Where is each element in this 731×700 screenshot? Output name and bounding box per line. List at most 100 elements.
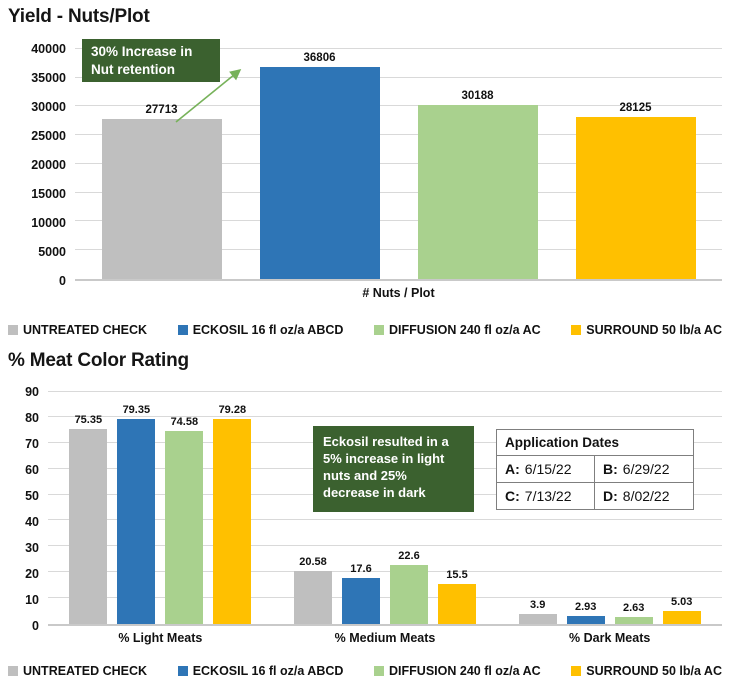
increase-arrow-icon — [175, 68, 242, 123]
bar-value-label: 2.63 — [622, 601, 645, 614]
y-tick-label: 35000 — [31, 70, 66, 85]
chart-plot-area: 0 5000 10000 15000 20000 25000 30000 35000 40000… — [8, 38, 722, 300]
legend-item: ECKOSIL 16 fl oz/a ABCD — [177, 663, 344, 678]
bar-groups: 75.35 79.35 74.58 79.28 % Light Meats 20.58 17… — [48, 392, 722, 645]
legend-label: DIFFUSION 240 fl oz/a AC — [389, 322, 541, 337]
date-key: D: — [603, 487, 618, 504]
bar-value-label: 3.9 — [530, 598, 546, 611]
gridline — [75, 191, 722, 193]
y-tick-label: 30000 — [31, 99, 66, 114]
application-date-b: B: 6/29/22 — [595, 454, 693, 482]
y-tick-label: 0 — [32, 618, 39, 633]
application-dates-title: Application Dates — [505, 434, 620, 450]
bar-groups: 27713 36806 30188 28125 # Nuts / Plot — [75, 49, 722, 300]
bar-value-label: 74.58 — [170, 416, 199, 429]
bar-value-label: 5.03 — [670, 595, 693, 608]
y-tick-label: 40 — [25, 514, 39, 529]
y-tick-label: 50 — [25, 488, 39, 503]
y-axis: 0 10 20 30 40 50 60 70 80 90 — [8, 385, 48, 633]
legend-item: UNTREATED CHECK — [8, 664, 147, 678]
y-axis: 0 5000 10000 15000 20000 25000 30000 35000 40000 — [8, 42, 75, 288]
gridline — [75, 76, 722, 78]
date-value: 6/29/22 — [622, 460, 670, 477]
bar-eckosil-16-fl-oz-a-abcd: 79.35 — [117, 404, 156, 624]
gridline — [48, 545, 722, 547]
bar-untreated-check: 20.58 — [294, 556, 332, 624]
bar-cluster: 20.58 17.6 22.6 15.5 — [273, 392, 498, 624]
gridline — [48, 390, 722, 392]
category-label: # Nuts / Plot — [362, 285, 435, 300]
bar-diffusion-240-fl-oz-a-ac: 22.6 — [390, 550, 428, 624]
bar-surround-50-lb-a-ac: 79.28 — [213, 404, 252, 624]
y-tick-label: 10 — [25, 592, 39, 607]
gridline — [48, 416, 722, 418]
bar-eckosil-16-fl-oz-a-abcd: 36806 — [259, 52, 380, 279]
date-key: A: — [505, 460, 520, 477]
category-label: % Dark Meats — [569, 630, 651, 645]
chart-title: Yield - Nuts/Plot — [8, 6, 150, 27]
gridline — [48, 596, 722, 598]
bar-surround-50-lb-a-ac: 5.03 — [662, 596, 701, 624]
y-tick-label: 20000 — [31, 157, 66, 172]
bar-diffusion-240-fl-oz-a-ac: 30188 — [417, 90, 538, 279]
chart-title: % Meat Color Rating — [8, 349, 189, 371]
gridline — [75, 162, 722, 164]
bar-value-label: 22.6 — [398, 550, 420, 563]
bar-cluster: 27713 36806 30188 28125 — [75, 49, 722, 279]
gridline — [75, 105, 722, 107]
legend-item: UNTREATED CHECK — [8, 323, 147, 337]
meat-color-chart: % Meat Color Rating 0 10 20 30 40 50 60 70 80 90 … — [8, 350, 722, 678]
annotation-eckosil-result: Eckosil resulted in a 5% increase in lig… — [313, 425, 474, 512]
legend-marker — [571, 324, 582, 335]
legend-marker — [374, 665, 385, 676]
gridline — [48, 571, 722, 573]
y-tick-label: 5000 — [38, 244, 66, 259]
bar-value-label: 2.93 — [574, 601, 597, 614]
gridline — [75, 47, 722, 49]
application-date-d: D: 8/02/22 — [595, 481, 693, 509]
bar-value-label: 79.35 — [122, 404, 151, 417]
y-tick-label: 15000 — [31, 186, 66, 201]
bar-cluster: 75.35 79.35 74.58 79.28 — [48, 392, 273, 624]
legend-label: ECKOSIL 16 fl oz/a ABCD — [192, 663, 344, 678]
legend-item: DIFFUSION 240 fl oz/a AC — [374, 664, 541, 678]
legend-marker — [8, 324, 18, 335]
date-value: 6/15/22 — [524, 460, 572, 477]
y-tick-label: 90 — [25, 384, 39, 399]
bar-eckosil-16-fl-oz-a-abcd: 2.93 — [566, 601, 605, 624]
legend: UNTREATED CHECK ECKOSIL 16 fl oz/a ABCD DI… — [8, 323, 722, 337]
y-tick-label: 70 — [25, 436, 39, 451]
gridline — [48, 519, 722, 521]
legend-label: DIFFUSION 240 fl oz/a AC — [389, 663, 541, 678]
legend-label: SURROUND 50 lb/a AC — [586, 322, 722, 337]
bar-untreated-check: 75.35 — [69, 414, 108, 624]
gridline — [75, 220, 722, 222]
category-label: % Medium Meats — [334, 630, 436, 645]
yield-chart: Yield - Nuts/Plot 0 5000 10000 15000 20000 25… — [8, 6, 722, 337]
bar-untreated-check: 3.9 — [518, 599, 557, 624]
y-tick-label: 0 — [59, 273, 66, 288]
y-tick-label: 25000 — [31, 128, 66, 143]
category-group: 75.35 79.35 74.58 79.28 % Light Meats — [48, 392, 273, 645]
category-label: % Light Meats — [118, 630, 203, 645]
date-value: 8/02/22 — [622, 487, 670, 504]
application-dates-table: Application Dates A: 6/15/22 B: 6/29/22 C:… — [496, 428, 694, 510]
legend-label: UNTREATED CHECK — [23, 322, 148, 337]
legend-label: SURROUND 50 lb/a AC — [586, 663, 722, 678]
gridline — [75, 134, 722, 136]
plot: 27713 36806 30188 28125 # Nuts / Plot 30% In… — [75, 38, 722, 300]
legend-item: DIFFUSION 240 fl oz/a AC — [374, 323, 541, 337]
date-key: B: — [603, 460, 618, 477]
annotation-nut-retention: 30% Increase in Nut retention — [82, 38, 220, 83]
legend-item: SURROUND 50 lb/a AC — [571, 323, 722, 337]
legend-item: SURROUND 50 lb/a AC — [571, 664, 722, 678]
bar-cluster: 3.9 2.93 2.63 5.03 — [497, 392, 722, 624]
gridline — [75, 249, 722, 251]
bar-value-label: 15.5 — [446, 568, 468, 581]
bar-value-label: 20.58 — [299, 555, 327, 568]
date-key: C: — [505, 487, 520, 504]
bar-value-label: 79.28 — [218, 404, 247, 417]
legend-label: UNTREATED CHECK — [23, 663, 148, 678]
legend-marker — [8, 665, 18, 676]
bar-eckosil-16-fl-oz-a-abcd: 17.6 — [342, 563, 380, 624]
